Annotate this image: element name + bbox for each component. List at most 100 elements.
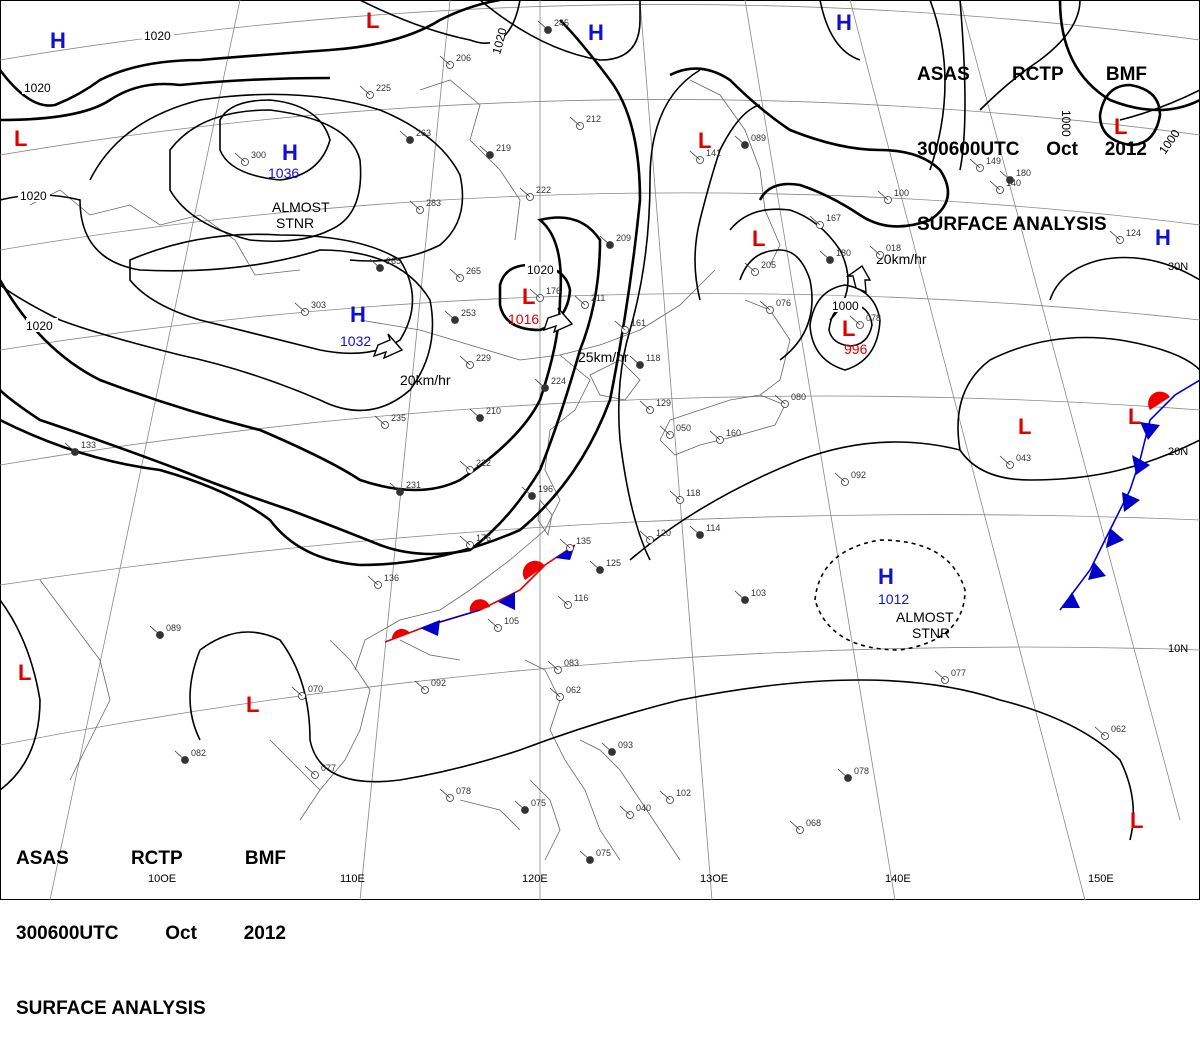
- station-pressure: 040: [636, 803, 651, 813]
- wind-barb: [149, 625, 161, 636]
- wind-barb: [459, 355, 471, 366]
- station-pressure: 103: [751, 588, 766, 598]
- station-pressure: 089: [751, 133, 766, 143]
- wind-barb: [999, 455, 1011, 466]
- wind-barb: [1094, 726, 1106, 737]
- station-pressure: 050: [676, 423, 691, 433]
- wind-barb: [639, 400, 651, 411]
- station-pressure: 092: [851, 470, 866, 480]
- station-pressure: 120: [656, 528, 671, 538]
- pressure-value: 996: [844, 341, 868, 357]
- header-year: 2012: [1104, 139, 1147, 160]
- header-agency: ASAS: [917, 64, 970, 85]
- header-time: 300600UTC: [16, 923, 119, 944]
- wind-barb: [459, 460, 471, 471]
- movement-label: 20km/hr: [400, 372, 451, 388]
- wind-barb: [849, 315, 861, 326]
- wind-barb: [759, 300, 771, 311]
- wind-barb: [399, 130, 411, 141]
- header-product: BMF: [244, 848, 286, 869]
- station-pressure: 062: [1111, 724, 1126, 734]
- station-pressure: 078: [866, 313, 881, 323]
- station-pressure: 135: [576, 536, 591, 546]
- low-pressure-symbol: L: [752, 226, 765, 251]
- annotation-text: STNR: [912, 625, 950, 641]
- wind-barb: [629, 355, 641, 366]
- station-plots: 245 206 212 219 222 225 263 283 300 265 265 303 253 2…: [64, 18, 1141, 864]
- station-pressure: 209: [616, 233, 631, 243]
- header-agency: ASAS: [16, 848, 69, 869]
- longitude-label: 10OE: [148, 873, 176, 885]
- wind-barb: [439, 55, 451, 66]
- station-pressure: 124: [1126, 228, 1141, 238]
- wind-barb: [934, 670, 946, 681]
- station-pressure: 265: [386, 256, 401, 266]
- low-pressure-symbol: L: [1018, 414, 1031, 439]
- station-pressure: 078: [456, 786, 471, 796]
- station-pressure: 225: [376, 83, 391, 93]
- header-time: 300600UTC: [917, 139, 1020, 160]
- isobar-label: 1020: [527, 263, 554, 277]
- high-pressure-symbol: H: [1155, 225, 1171, 250]
- stationary-front: [384, 544, 576, 643]
- map-header-top: ASAS RCTP BMF 300600UTC Oct 2012 SURFACE…: [917, 12, 1147, 262]
- latitude-label: 10N: [1168, 643, 1188, 655]
- wind-barb: [389, 482, 401, 493]
- station-pressure: 114: [706, 523, 720, 533]
- header-month: Oct: [165, 923, 197, 944]
- coastlines: [29, 79, 791, 861]
- coordinate-labels: 110E 120E 13OE 140E 150E 10OE 30N 20N 10…: [148, 261, 1188, 885]
- movement-arrows: [372, 264, 872, 360]
- wind-barb: [744, 262, 756, 273]
- latitude-label: 30N: [1168, 261, 1188, 273]
- wind-barb: [734, 590, 746, 601]
- station-pressure: 222: [476, 458, 491, 468]
- wind-barb: [809, 215, 821, 226]
- wind-barb: [549, 687, 561, 698]
- wind-barb: [521, 486, 533, 497]
- station-pressure: 075: [596, 848, 611, 858]
- wind-barb: [989, 180, 1001, 191]
- map-header-bottom: ASAS RCTP BMF 300600UTC Oct 2012 SURFACE…: [16, 796, 286, 1046]
- station-pressure: 263: [416, 128, 431, 138]
- wind-barb: [449, 268, 461, 279]
- station-pressure: 245: [554, 18, 569, 28]
- low-pressure-symbol: L: [842, 316, 855, 341]
- longitude-label: 110E: [340, 873, 365, 885]
- wind-barb: [599, 235, 611, 246]
- header-station: RCTP: [1011, 64, 1064, 85]
- station-pressure: 167: [826, 213, 841, 223]
- header-line-2: 300600UTC Oct 2012: [16, 921, 286, 946]
- station-pressure: 206: [456, 53, 471, 63]
- wind-barb: [534, 378, 546, 389]
- wind-barb: [689, 525, 701, 536]
- wind-barb: [689, 150, 701, 161]
- wind-barb: [369, 258, 381, 269]
- wind-barb: [367, 575, 379, 586]
- station-pressure: 283: [426, 198, 441, 208]
- station-pressure: 078: [854, 766, 869, 776]
- cold-front: [1059, 379, 1200, 611]
- wind-barb: [999, 170, 1011, 181]
- station-pressure: 205: [761, 260, 776, 270]
- station-pressure: 105: [504, 616, 519, 626]
- wind-barb: [574, 295, 586, 306]
- pressure-value: 1012: [878, 591, 909, 607]
- station-pressure: 043: [1016, 453, 1031, 463]
- station-pressure: 303: [311, 300, 326, 310]
- station-pressure: 265: [466, 266, 481, 276]
- longitude-label: 13OE: [700, 873, 728, 885]
- station-pressure: 093: [618, 740, 633, 750]
- station-pressure: 136: [384, 573, 399, 583]
- wind-barb: [444, 310, 456, 321]
- wind-barb: [734, 135, 746, 146]
- movement-label: 20km/hr: [876, 251, 927, 267]
- wind-barb: [579, 850, 591, 861]
- low-pressure-symbol: L: [522, 284, 535, 309]
- wind-barb: [304, 765, 316, 776]
- annotation-text: STNR: [276, 215, 314, 231]
- wind-barb: [774, 394, 786, 405]
- station-pressure: 075: [531, 798, 546, 808]
- wind-barb: [291, 686, 303, 697]
- wind-barb: [877, 190, 889, 201]
